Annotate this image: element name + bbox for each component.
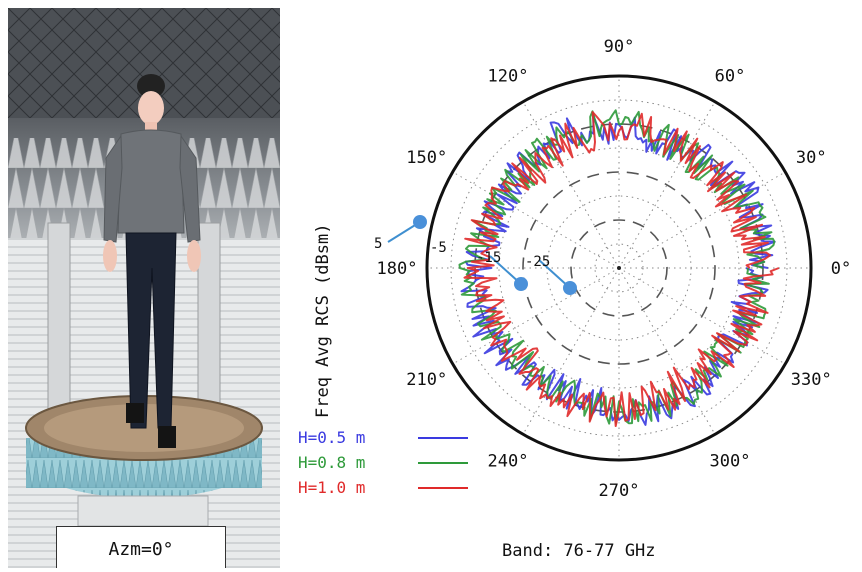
radial-tick--15: -15 bbox=[476, 250, 501, 266]
radial-tick-5: 5 bbox=[374, 236, 382, 252]
angle-labels: 0° 30° 60° 90° 120° 150° 180° 210° 240° 270° 300° 3… bbox=[377, 37, 852, 501]
tick-marker bbox=[563, 281, 577, 295]
radial-tick-labels: 5 -5 -15 -25 bbox=[374, 215, 577, 295]
angle-label-240: 240° bbox=[488, 451, 529, 471]
y-axis-label: Freq Avg RCS (dBsm) bbox=[313, 224, 333, 418]
tick-marker bbox=[514, 277, 528, 291]
legend: H=0.5 m H=0.8 m H=1.0 m bbox=[298, 428, 468, 497]
angle-label-0: 0° bbox=[831, 259, 851, 279]
radial-tick--5: -5 bbox=[430, 240, 447, 256]
legend-label-1: H=0.5 m bbox=[298, 428, 365, 447]
tick-marker bbox=[413, 215, 427, 229]
minor-ring bbox=[498, 147, 740, 389]
angle-label-300: 300° bbox=[710, 451, 751, 471]
spoke-line bbox=[618, 267, 786, 365]
series-line-3 bbox=[463, 111, 780, 427]
band-label: Band: 76-77 GHz bbox=[502, 541, 656, 561]
spoke-line bbox=[452, 171, 620, 269]
outer-ring bbox=[425, 74, 813, 462]
series-line-2 bbox=[458, 109, 776, 425]
angle-label-270: 270° bbox=[599, 481, 640, 501]
spoke-line bbox=[452, 267, 620, 365]
spoke-line bbox=[618, 267, 716, 435]
radial-tick--25: -25 bbox=[525, 254, 550, 270]
angle-label-60: 60° bbox=[715, 67, 746, 87]
minor-ring bbox=[450, 99, 788, 437]
center-point bbox=[617, 266, 621, 270]
spoke-line bbox=[522, 267, 620, 435]
major-ring bbox=[570, 219, 668, 317]
angle-label-30: 30° bbox=[796, 148, 827, 168]
angle-label-150: 150° bbox=[406, 148, 447, 168]
series-line-1 bbox=[460, 114, 776, 426]
measurement-photo: Azm=0° bbox=[8, 8, 280, 568]
polar-rcs-chart: 0° 30° 60° 90° 120° 150° 180° 210° 240° 270° 300° 3… bbox=[298, 37, 852, 561]
legend-label-3: H=1.0 m bbox=[298, 478, 365, 497]
photo-illustration bbox=[8, 8, 280, 568]
angle-label-210: 210° bbox=[406, 370, 447, 390]
series-layer bbox=[458, 109, 780, 427]
angle-label-330: 330° bbox=[791, 370, 832, 390]
angle-label-120: 120° bbox=[488, 67, 529, 87]
angle-label-180: 180° bbox=[377, 259, 418, 279]
angle-label-90: 90° bbox=[604, 37, 635, 57]
minor-ring bbox=[594, 243, 644, 293]
azimuth-label: Azm=0° bbox=[56, 526, 226, 568]
legend-label-2: H=0.8 m bbox=[298, 453, 365, 472]
spoke-line bbox=[522, 101, 620, 269]
spoke-line bbox=[618, 101, 716, 269]
major-ring bbox=[522, 171, 716, 365]
outer-circle bbox=[425, 74, 813, 462]
